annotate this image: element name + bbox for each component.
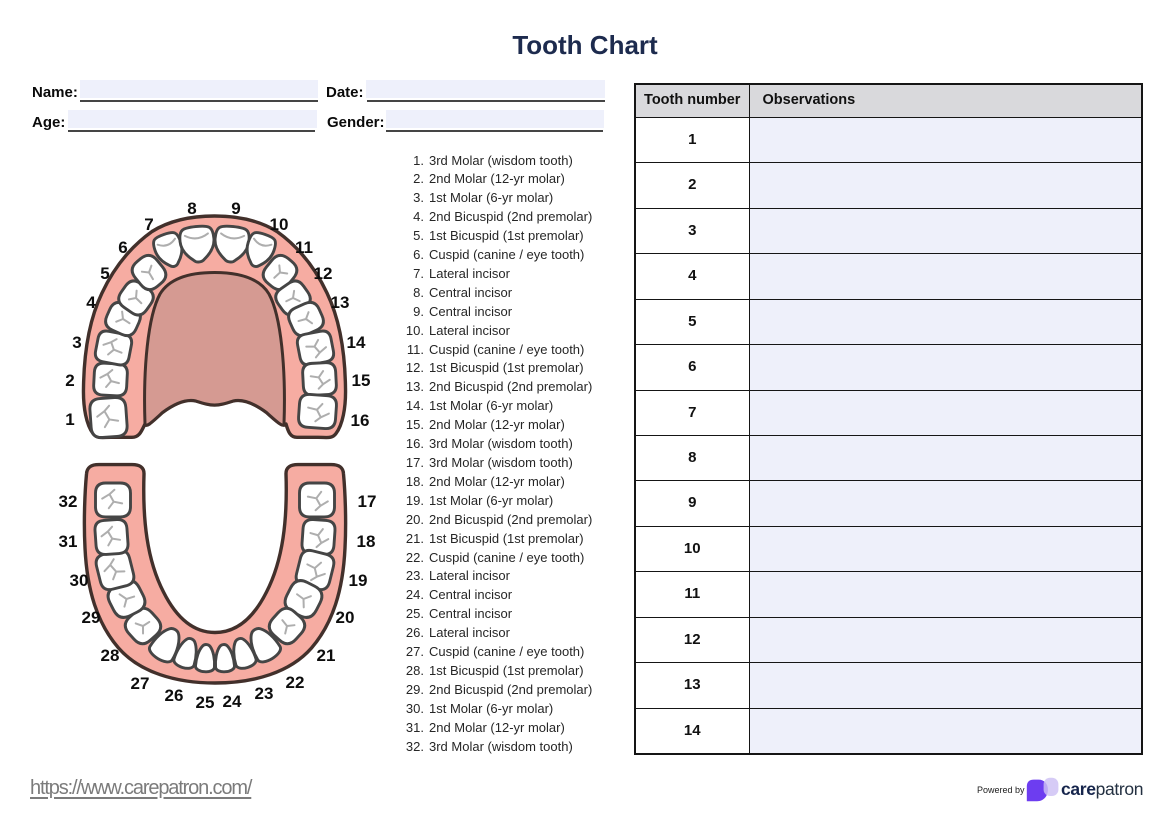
svg-text:9: 9 xyxy=(231,199,240,218)
svg-text:14: 14 xyxy=(347,333,366,352)
svg-text:13: 13 xyxy=(331,293,350,312)
svg-text:10: 10 xyxy=(270,215,289,234)
svg-text:5: 5 xyxy=(100,264,109,283)
svg-text:31: 31 xyxy=(59,532,78,551)
svg-text:11: 11 xyxy=(295,238,313,257)
svg-text:2: 2 xyxy=(65,371,74,390)
svg-text:17: 17 xyxy=(358,492,377,511)
svg-text:7: 7 xyxy=(144,215,153,234)
svg-text:30: 30 xyxy=(70,571,89,590)
svg-text:1: 1 xyxy=(65,410,74,429)
svg-text:4: 4 xyxy=(86,293,96,312)
svg-text:22: 22 xyxy=(286,673,305,692)
svg-text:23: 23 xyxy=(255,684,274,703)
svg-text:16: 16 xyxy=(351,411,370,430)
svg-text:26: 26 xyxy=(165,686,184,705)
svg-text:24: 24 xyxy=(223,692,242,711)
svg-text:3: 3 xyxy=(72,333,81,352)
svg-text:28: 28 xyxy=(101,646,120,665)
svg-text:18: 18 xyxy=(357,532,376,551)
svg-text:32: 32 xyxy=(59,492,78,511)
svg-text:27: 27 xyxy=(131,674,150,693)
svg-text:20: 20 xyxy=(336,608,355,627)
svg-text:21: 21 xyxy=(317,646,336,665)
svg-text:29: 29 xyxy=(82,608,101,627)
svg-text:25: 25 xyxy=(196,693,215,712)
svg-text:19: 19 xyxy=(349,571,368,590)
svg-text:8: 8 xyxy=(187,199,196,218)
svg-text:6: 6 xyxy=(118,238,127,257)
svg-text:12: 12 xyxy=(314,264,333,283)
svg-text:15: 15 xyxy=(352,371,371,390)
